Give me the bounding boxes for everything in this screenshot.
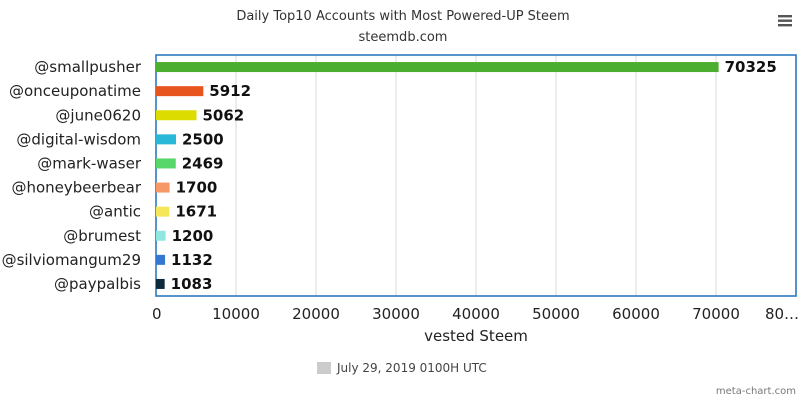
data-label: 1671 xyxy=(175,203,217,221)
x-tick-label: 0 xyxy=(152,305,162,323)
data-label: 1083 xyxy=(171,275,213,293)
tick-labels: 0 10000 20000 30000 40000 50000 60000 70000 80… xyxy=(152,305,799,323)
bar[interactable] xyxy=(156,158,176,169)
x-tick-label: 20000 xyxy=(292,305,340,323)
hamburger-menu-icon[interactable] xyxy=(776,12,794,28)
category-labels: @smallpusher @onceuponatime @june0620 @digi… xyxy=(2,58,142,293)
legend-label: July 29, 2019 0100H UTC xyxy=(336,361,487,375)
bar[interactable] xyxy=(156,110,197,121)
x-axis-title: vested Steem xyxy=(424,327,528,345)
legend-swatch xyxy=(317,362,331,374)
data-label: 1700 xyxy=(176,179,218,197)
data-label: 5912 xyxy=(209,82,251,100)
y-category-label: @onceuponatime xyxy=(9,82,141,100)
data-labels: 70325 5912 5062 2500 2469 1700 1671 1200 1132 108… xyxy=(171,58,777,293)
plot-area-border xyxy=(155,54,797,297)
y-category-label: @smallpusher xyxy=(34,58,142,76)
legend-item[interactable]: July 29, 2019 0100H UTC xyxy=(317,361,487,375)
bar[interactable] xyxy=(156,62,719,73)
x-tick-label: 80… xyxy=(765,305,799,323)
data-label: 2500 xyxy=(182,130,224,148)
bar[interactable] xyxy=(156,278,165,289)
bar[interactable] xyxy=(156,86,204,97)
bar[interactable] xyxy=(156,182,170,193)
chart-subtitle: steemdb.com xyxy=(359,30,448,45)
data-label: 1200 xyxy=(172,227,214,245)
credit-link[interactable]: meta-chart.com xyxy=(716,386,796,397)
y-category-label: @brumest xyxy=(63,227,141,245)
chart-title: Daily Top10 Accounts with Most Powered-U… xyxy=(236,9,569,24)
y-category-label: @silviomangum29 xyxy=(2,251,141,269)
data-label: 5062 xyxy=(202,106,244,124)
bar[interactable] xyxy=(156,134,176,145)
x-tick-label: 40000 xyxy=(452,305,500,323)
x-tick-label: 70000 xyxy=(692,305,740,323)
grid-lines xyxy=(155,55,797,296)
bar[interactable] xyxy=(156,206,170,217)
y-category-label: @digital-wisdom xyxy=(16,130,141,148)
x-tick-label: 10000 xyxy=(212,305,260,323)
y-category-label: @antic xyxy=(89,203,141,221)
bar[interactable] xyxy=(156,230,166,241)
y-category-label: @mark-waser xyxy=(37,154,142,172)
data-label: 2469 xyxy=(182,154,224,172)
y-category-label: @paypalbis xyxy=(54,275,141,293)
data-label: 1132 xyxy=(171,251,213,269)
x-tick-label: 50000 xyxy=(532,305,580,323)
x-tick-label: 30000 xyxy=(372,305,420,323)
y-category-label: @honeybeerbear xyxy=(11,179,141,197)
bars xyxy=(156,62,719,289)
bar[interactable] xyxy=(156,254,166,265)
x-tick-label: 60000 xyxy=(612,305,660,323)
y-category-label: @june0620 xyxy=(55,106,141,124)
data-label: 70325 xyxy=(725,58,777,76)
